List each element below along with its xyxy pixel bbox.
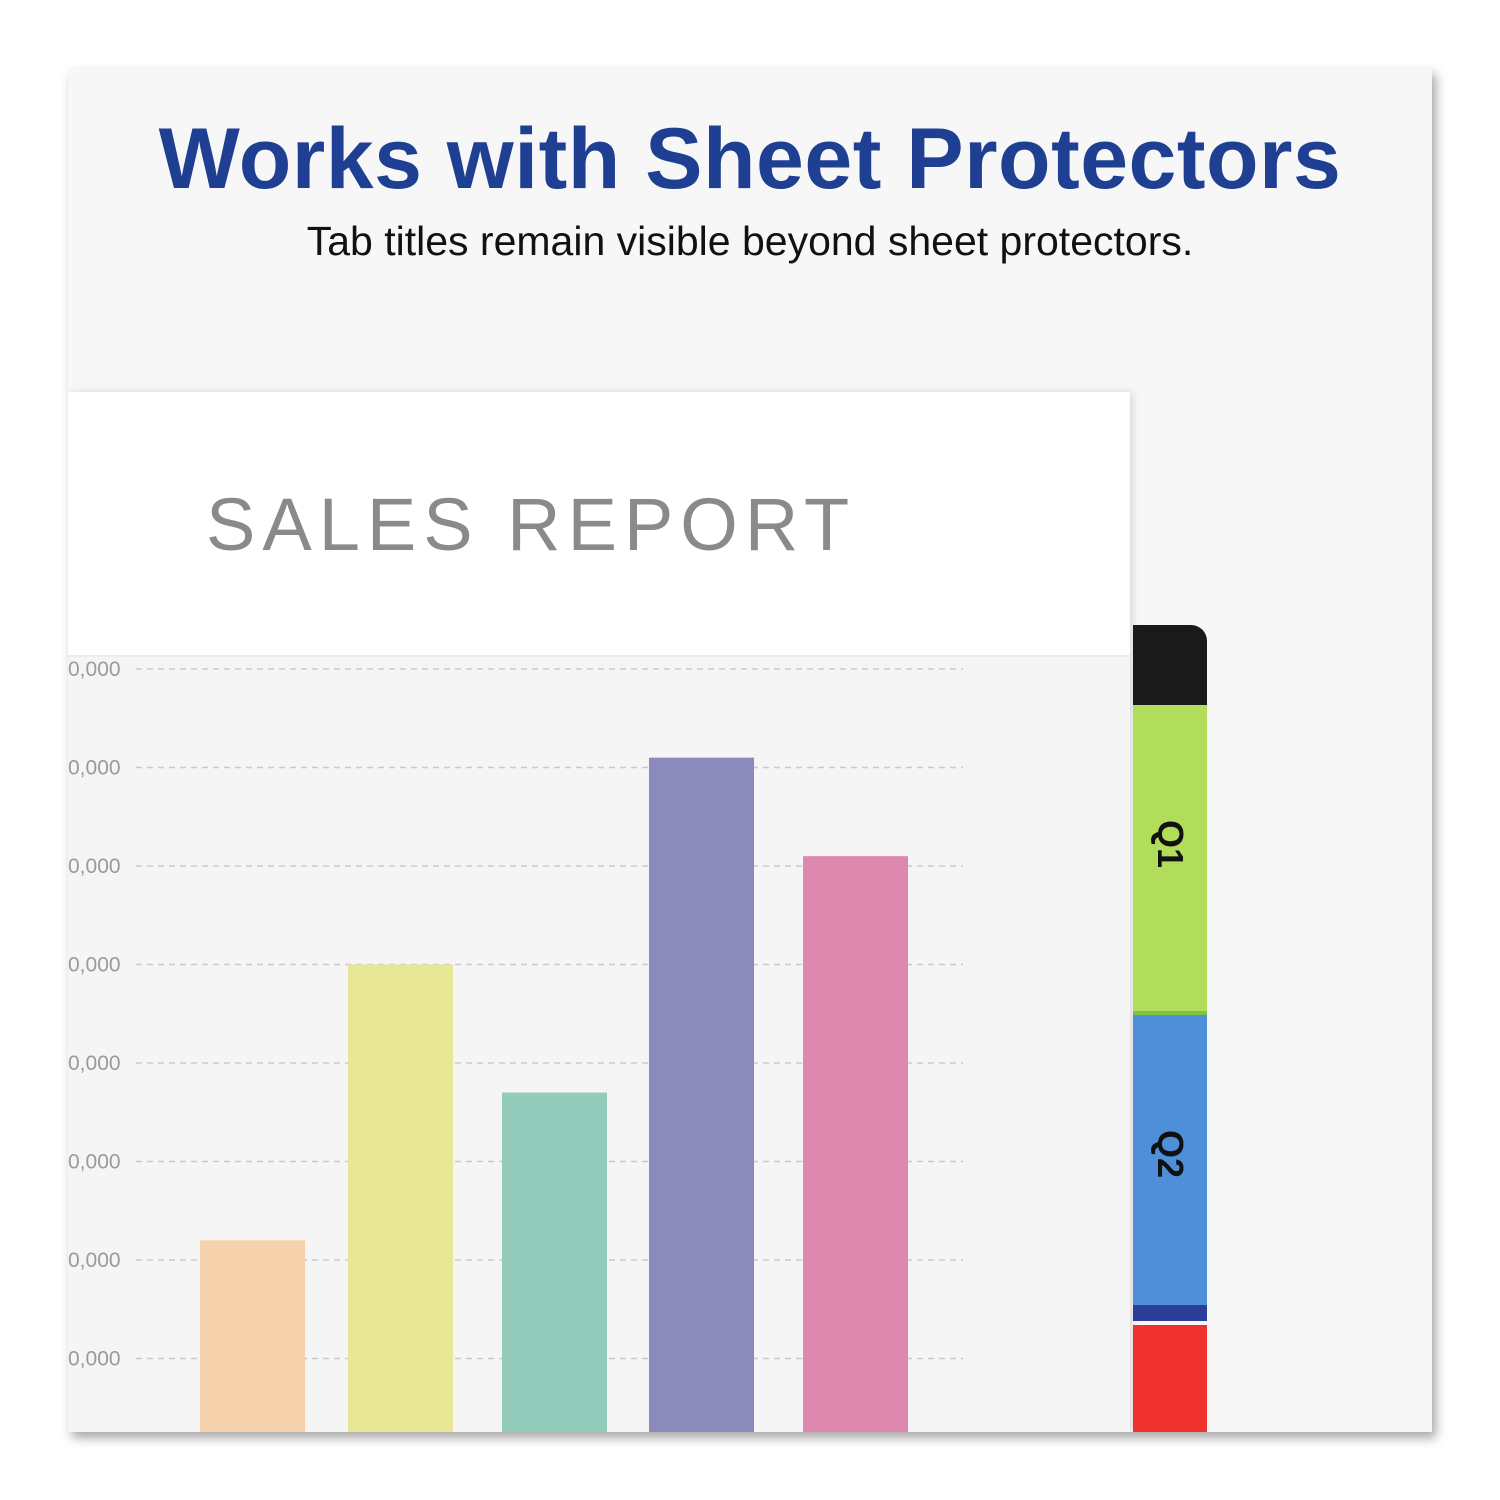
bar [200, 1240, 305, 1432]
chart-area: 0,000 0,000 0,000 0,000 0,000 0,000 0,000 0,000 [68, 655, 1130, 1432]
y-tick-label: 0,000 [68, 757, 121, 780]
y-tick-label: 0,000 [68, 954, 121, 977]
y-tick-label: 0,000 [68, 855, 121, 878]
tab-q2[interactable]: Q2 [1133, 1015, 1207, 1321]
report-title: SALES REPORT [206, 483, 857, 566]
tab-q2-label: Q2 [1150, 1129, 1191, 1179]
tab-black[interactable] [1133, 625, 1207, 707]
bar [348, 964, 453, 1432]
headline: Works with Sheet Protectors [158, 111, 1342, 207]
y-tick-label: 0,000 [68, 1151, 121, 1174]
bar [803, 856, 908, 1432]
bar [649, 757, 754, 1432]
tab-red[interactable] [1133, 1325, 1207, 1432]
y-tick-label: 0,000 [68, 1052, 121, 1075]
y-tick-label: 0,000 [68, 1348, 121, 1371]
sales-report-page: SALES REPORT 0,000 0,000 0,000 0,000 0,000 0,… [68, 392, 1130, 1432]
tab-q1[interactable]: Q1 [1133, 705, 1207, 1025]
tab-q1-label: Q1 [1150, 819, 1191, 869]
product-sheet: Works with Sheet Protectors Tab titles r… [68, 68, 1432, 1432]
bar [502, 1092, 607, 1432]
y-tick-label: 0,000 [68, 1249, 121, 1272]
y-tick-label: 0,000 [68, 658, 121, 681]
subheadline: Tab titles remain visible beyond sheet p… [306, 218, 1194, 264]
bar-chart: 0,000 0,000 0,000 0,000 0,000 0,000 0,000 0,000 [68, 658, 963, 1432]
